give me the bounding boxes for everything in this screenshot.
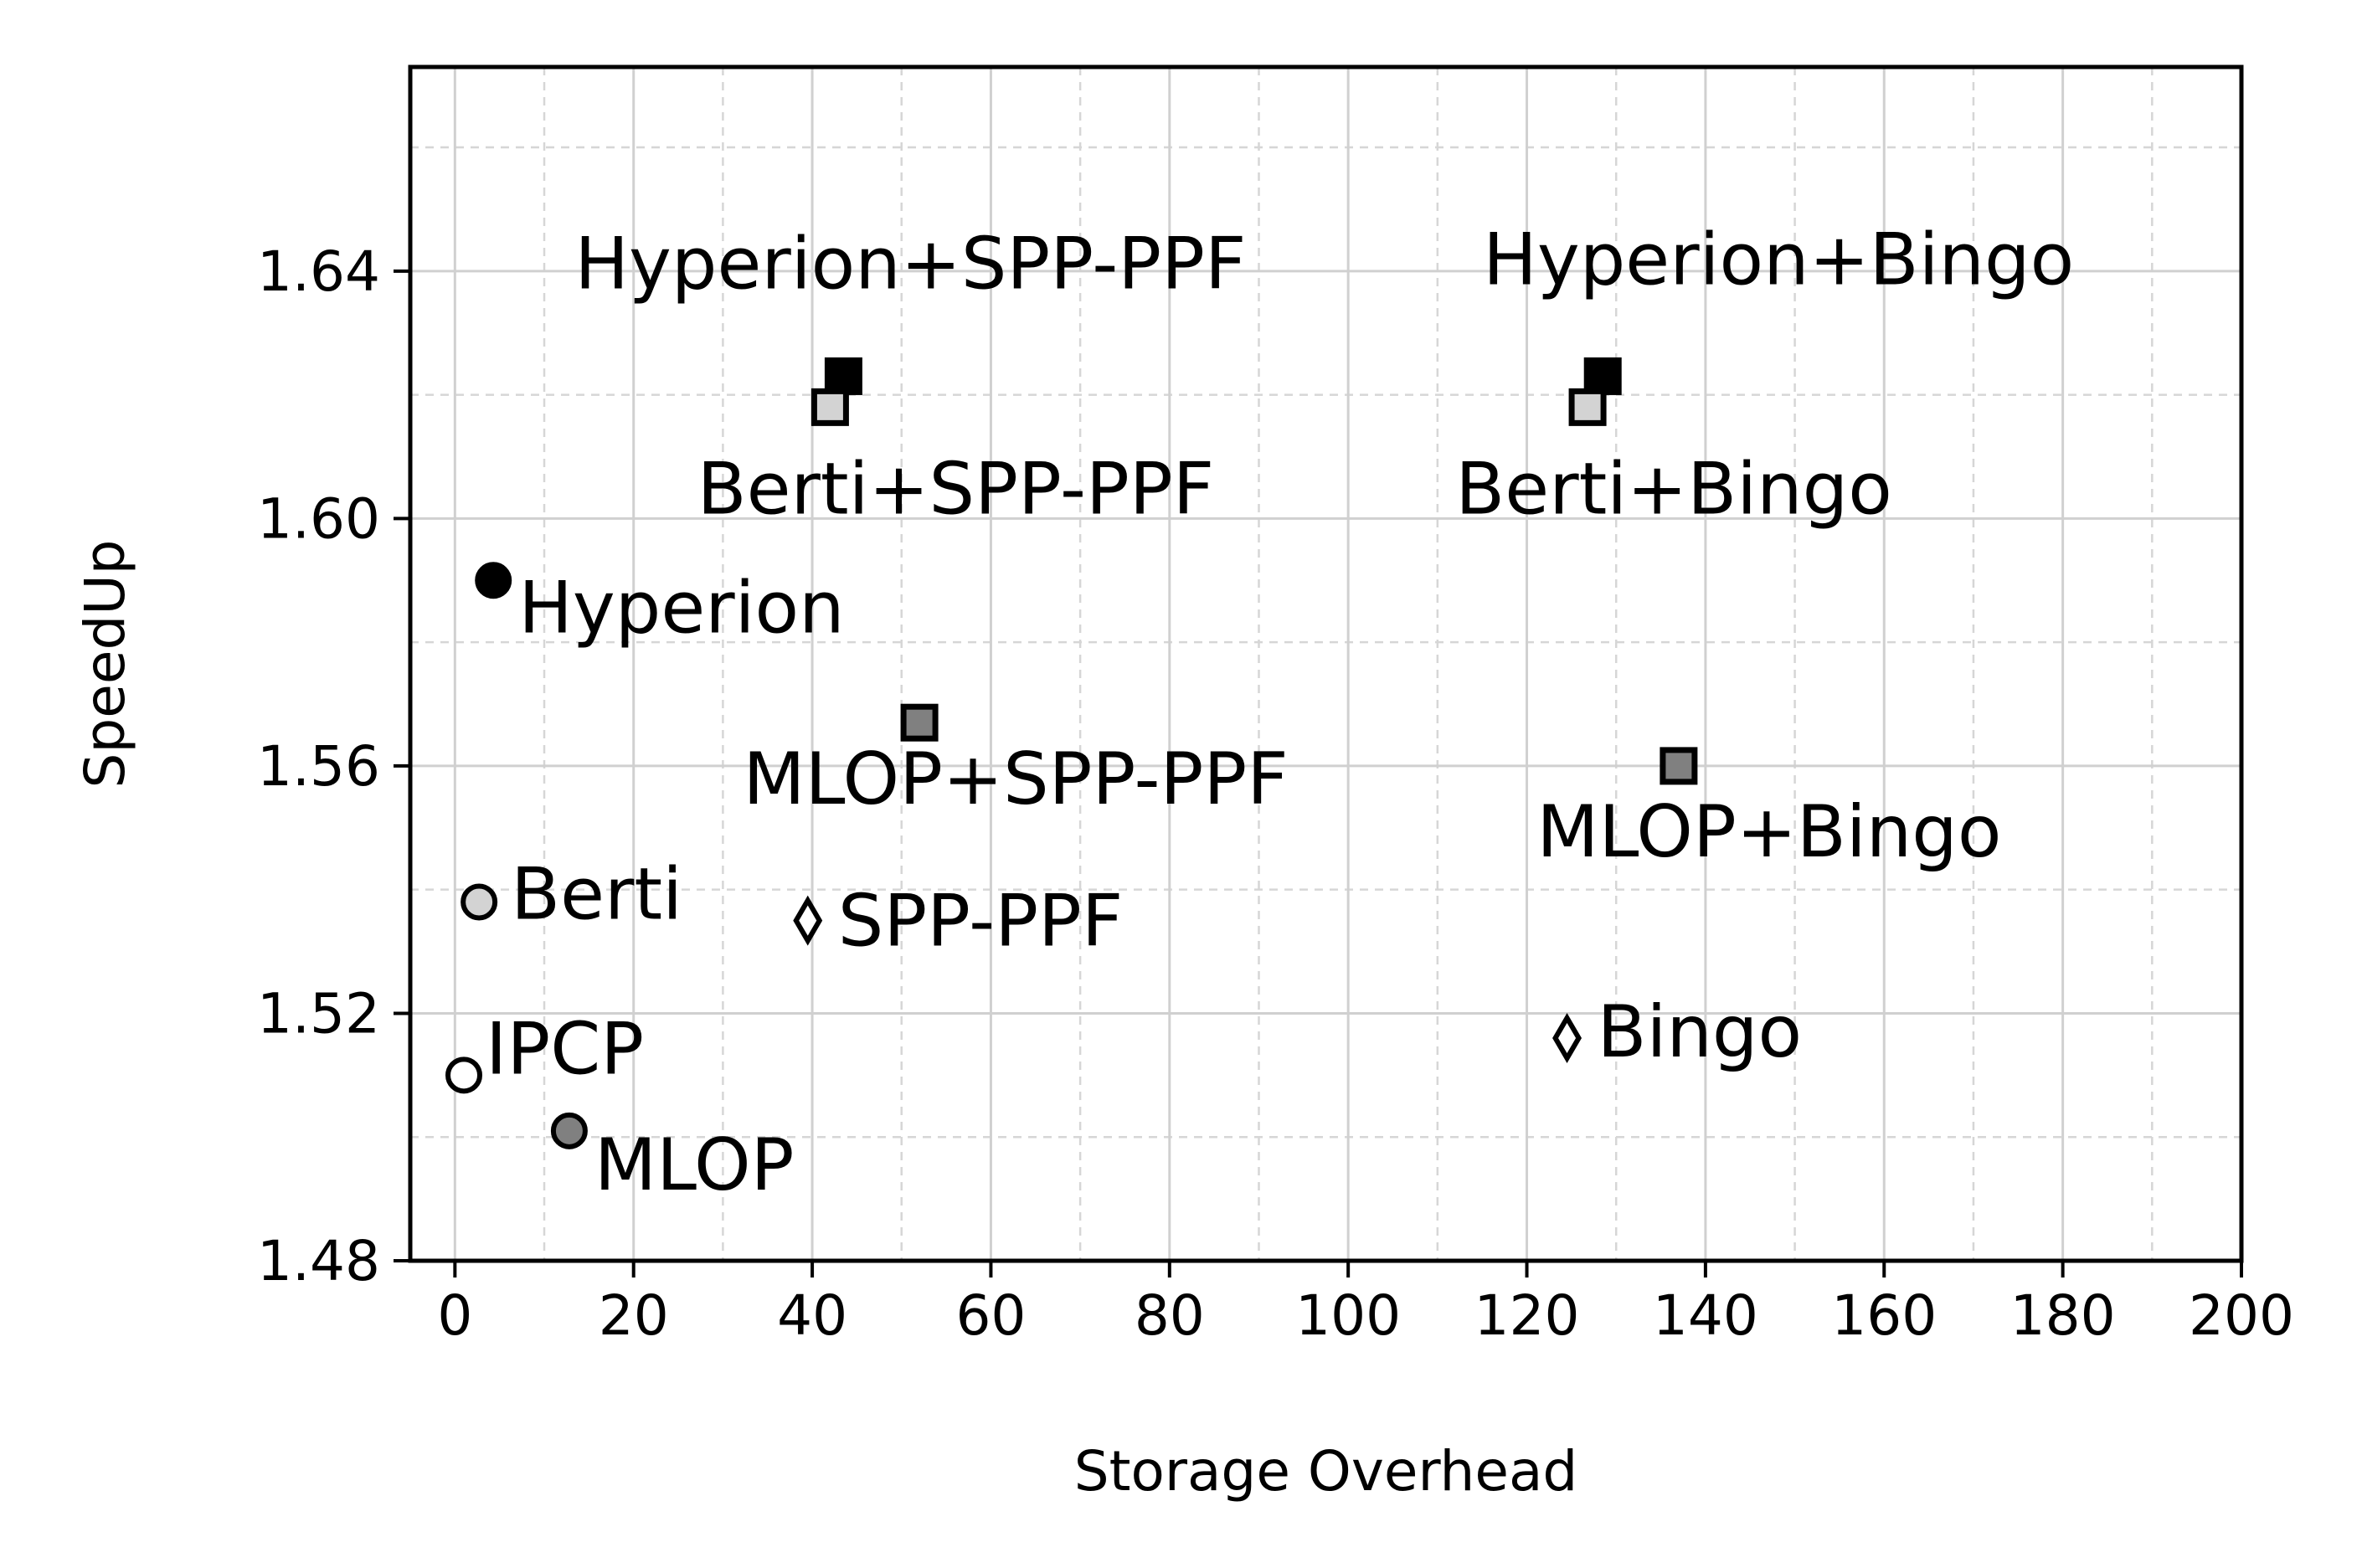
label-spp-ppf: SPP-PPF: [838, 880, 1124, 964]
label-berti-plus-bingo: Berti+Bingo: [1455, 447, 1892, 531]
marker-hyperion-plus-spp-ppf: [824, 357, 862, 395]
label-hyperion-plus-bingo: Hyperion+Bingo: [1483, 218, 2074, 301]
x-tick-label: 140: [1653, 1283, 1758, 1348]
x-tick-label: 40: [777, 1283, 847, 1348]
x-tick-label: 0: [437, 1283, 472, 1348]
label-hyperion-plus-spp-ppf: Hyperion+SPP-PPF: [574, 222, 1246, 306]
marker-mlop: [550, 1112, 588, 1149]
y-tick-label: 1.48: [257, 1229, 380, 1293]
x-tick-label: 200: [2189, 1283, 2294, 1348]
label-mlop-plus-bingo: MLOP+Bingo: [1536, 790, 2001, 874]
label-mlop: MLOP: [594, 1123, 795, 1207]
grid-minor: [410, 67, 2241, 1261]
label-ipcp: IPCP: [486, 1007, 644, 1091]
marker-mlop-plus-spp-ppf: [900, 703, 939, 742]
x-tick-label: 120: [1474, 1283, 1580, 1348]
marker-mlop-plus-bingo: [1660, 747, 1698, 785]
marker-bingo: [1552, 1013, 1582, 1063]
x-tick-label: 180: [2010, 1283, 2116, 1348]
label-mlop-plus-spp-ppf: MLOP+SPP-PPF: [743, 738, 1288, 821]
x-axis: 0 20 40 60 80 100 120 140 160 180 200: [437, 1261, 2294, 1348]
point-labels: Hyperion Berti IPCP MLOP SPP-PPF Bingo Hyperio…: [486, 218, 2074, 1206]
y-tick-label: 1.60: [257, 486, 380, 551]
label-hyperion: Hyperion: [518, 566, 844, 650]
label-berti: Berti: [511, 852, 682, 936]
y-axis-label: SpeedUp: [73, 539, 137, 788]
data-points: [445, 357, 1698, 1149]
x-axis-label: Storage Overhead: [1074, 1439, 1578, 1504]
marker-berti: [461, 883, 498, 921]
x-tick-label: 20: [599, 1283, 669, 1348]
marker-hyperion: [475, 562, 512, 599]
marker-berti-plus-bingo: [1568, 388, 1607, 426]
y-axis: 1.48 1.52 1.56 1.60 1.64: [257, 239, 410, 1293]
y-tick-label: 1.52: [257, 981, 380, 1046]
y-tick-label: 1.56: [257, 734, 380, 799]
x-tick-label: 160: [1831, 1283, 1937, 1348]
y-tick-label: 1.64: [257, 239, 380, 304]
x-tick-label: 60: [955, 1283, 1026, 1348]
marker-berti-plus-spp-ppf: [810, 388, 849, 426]
marker-ipcp: [445, 1056, 483, 1094]
marker-hyperion-plus-bingo: [1583, 357, 1622, 395]
x-tick-label: 100: [1295, 1283, 1401, 1348]
plot-frame: [408, 64, 2244, 1263]
marker-spp-ppf: [793, 895, 823, 946]
label-bingo: Bingo: [1598, 990, 1803, 1074]
label-berti-plus-spp-ppf: Berti+SPP-PPF: [697, 447, 1215, 531]
x-tick-label: 80: [1135, 1283, 1205, 1348]
